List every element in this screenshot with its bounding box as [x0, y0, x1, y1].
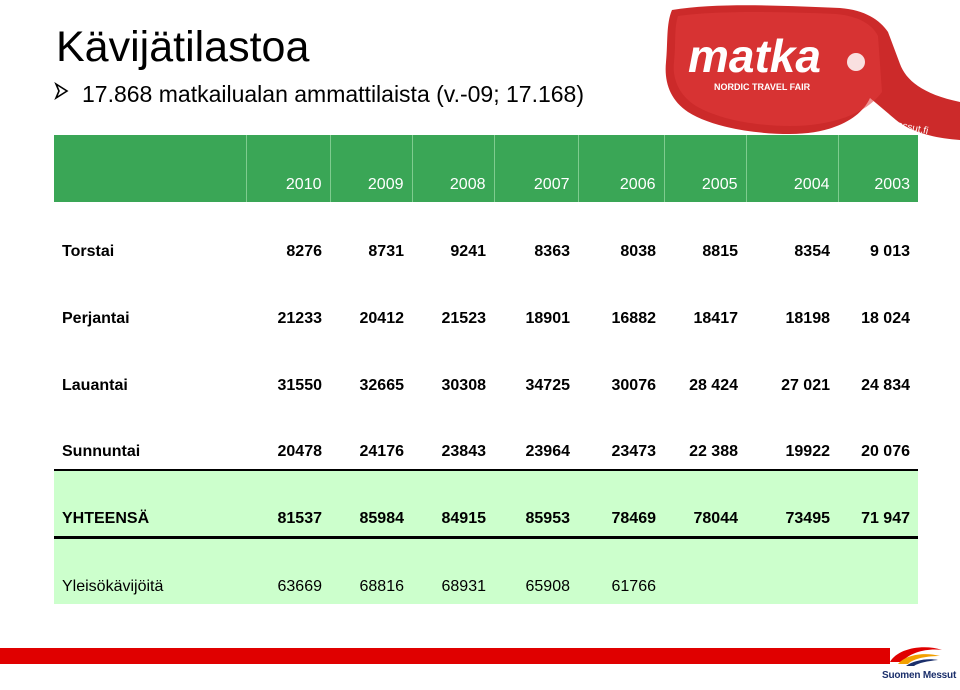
table-cell: 81537: [246, 470, 330, 539]
table-row-thursday: Torstai 8276 8731 9241 8363 8038 8815 83…: [54, 202, 918, 269]
table-cell: 16882: [611, 310, 657, 327]
table-cell: 8731: [368, 243, 404, 260]
table-cell: 30308: [441, 377, 487, 394]
svg-text:matka: matka: [688, 30, 821, 82]
table-cell: 8815: [702, 243, 738, 260]
table-row-saturday: Lauantai 31550 32665 30308 34725 30076 2…: [54, 336, 918, 403]
year-header: 2004: [746, 135, 839, 202]
table-row-total: YHTEENSÄ 81537 85984 84915 85953 78469 7…: [54, 470, 918, 539]
table-cell: 24176: [330, 403, 412, 471]
year-header: 2010: [246, 135, 331, 202]
year-header: 2003: [838, 135, 918, 202]
table-cell: 84915: [412, 470, 494, 539]
table-cell: [838, 537, 918, 604]
table-cell: 68931: [412, 537, 494, 604]
table-cell: 20478: [246, 403, 330, 471]
table-cell: 78469: [578, 470, 664, 539]
footer-company: Suomen Messut: [882, 670, 957, 681]
table-cell: 27 021: [781, 377, 830, 394]
table-cell: 19922: [746, 403, 838, 471]
table-cell: 30076: [611, 377, 657, 394]
row-label: Lauantai: [62, 377, 128, 394]
table-cell: 9241: [450, 243, 486, 260]
table-cell: 68816: [330, 537, 412, 604]
svg-text:NORDIC TRAVEL FAIR: NORDIC TRAVEL FAIR: [714, 82, 811, 92]
table-cell: 18 024: [861, 310, 910, 327]
table-cell: 34725: [525, 377, 571, 394]
table-row-friday: Perjantai 21233 20412 21523 18901 16882 …: [54, 269, 918, 336]
suomen-messut-logo: [880, 640, 960, 690]
table-cell: 8363: [534, 243, 570, 260]
arrow-bullet-icon: [54, 80, 76, 108]
table-cell: 21233: [277, 310, 323, 327]
year-header: 2008: [412, 135, 495, 202]
table-cell: 18901: [525, 310, 571, 327]
table-cell: 18417: [693, 310, 739, 327]
table-cell: 78044: [664, 470, 746, 539]
table-cell: 20412: [359, 310, 405, 327]
row-label: YHTEENSÄ: [54, 470, 246, 539]
table-cell: 23843: [412, 403, 494, 471]
year-header: 2005: [664, 135, 747, 202]
matka-logo: matka NORDIC TRAVEL FAIR matkamessut.fi: [660, 2, 960, 141]
year-header: 2007: [494, 135, 579, 202]
table-header-row: 2010 2009 2008 2007 2006 2005 2004 2003: [54, 135, 918, 202]
table-cell: 18198: [785, 310, 831, 327]
table-cell: 8038: [620, 243, 656, 260]
table-cell: 8276: [286, 243, 322, 260]
year-header: 2006: [578, 135, 665, 202]
table-cell: 24 834: [861, 377, 910, 394]
row-label: Perjantai: [62, 310, 130, 327]
table-cell: 71 947: [838, 470, 918, 539]
table-cell: 22 388: [664, 403, 746, 471]
table-cell: [746, 537, 838, 604]
bullet-text: 17.868 matkailualan ammattilaista (v.-09…: [82, 81, 585, 107]
row-label: Sunnuntai: [54, 403, 246, 471]
table-cell: 63669: [246, 537, 330, 604]
visitor-statistics-table: 2010 2009 2008 2007 2006 2005 2004 2003 …: [54, 135, 918, 604]
table-cell: 65908: [494, 537, 578, 604]
table-cell: 85984: [330, 470, 412, 539]
table-cell: 85953: [494, 470, 578, 539]
table-cell: 23964: [494, 403, 578, 471]
footer-bar: [0, 648, 890, 664]
page-title: Kävijätilastoa: [56, 23, 310, 71]
table-row-general-visitors: Yleisökävijöitä 63669 68816 68931 65908 …: [54, 537, 918, 604]
table-cell: 61766: [578, 537, 664, 604]
table-cell: 28 424: [689, 377, 738, 394]
header-corner: [54, 135, 247, 202]
table-row-sunday: Sunnuntai 20478 24176 23843 23964 23473 …: [54, 403, 918, 471]
table-cell: 32665: [359, 377, 405, 394]
table-cell: [664, 537, 746, 604]
table-cell: 8354: [794, 243, 830, 260]
bullet-line: 17.868 matkailualan ammattilaista (v.-09…: [54, 80, 584, 108]
table-cell: 20 076: [838, 403, 918, 471]
table-cell: 31550: [277, 377, 323, 394]
year-header: 2009: [330, 135, 413, 202]
table-cell: 9 013: [869, 243, 910, 260]
row-label: Torstai: [62, 243, 115, 260]
table-cell: 21523: [441, 310, 487, 327]
row-label: Yleisökävijöitä: [54, 537, 246, 604]
table-cell: 23473: [578, 403, 664, 471]
table-cell: 73495: [746, 470, 838, 539]
